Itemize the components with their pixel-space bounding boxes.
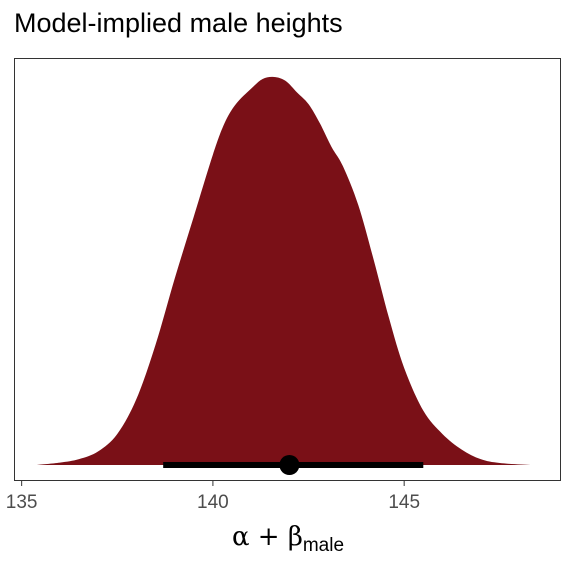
point-estimate-dot bbox=[279, 455, 300, 475]
x-tick-label: 140 bbox=[197, 492, 229, 513]
x-axis-title: α + βmale bbox=[0, 522, 576, 557]
panel-border bbox=[14, 58, 561, 481]
x-axis-subscript: male bbox=[302, 535, 345, 556]
x-axis: 135 140 145 bbox=[6, 481, 420, 513]
x-axis-symbol: α + β bbox=[231, 522, 303, 552]
x-tick-label: 145 bbox=[388, 492, 420, 513]
density-area bbox=[36, 76, 531, 465]
chart-title: Model-implied male heights bbox=[14, 8, 343, 38]
x-tick-label: 135 bbox=[6, 492, 38, 513]
